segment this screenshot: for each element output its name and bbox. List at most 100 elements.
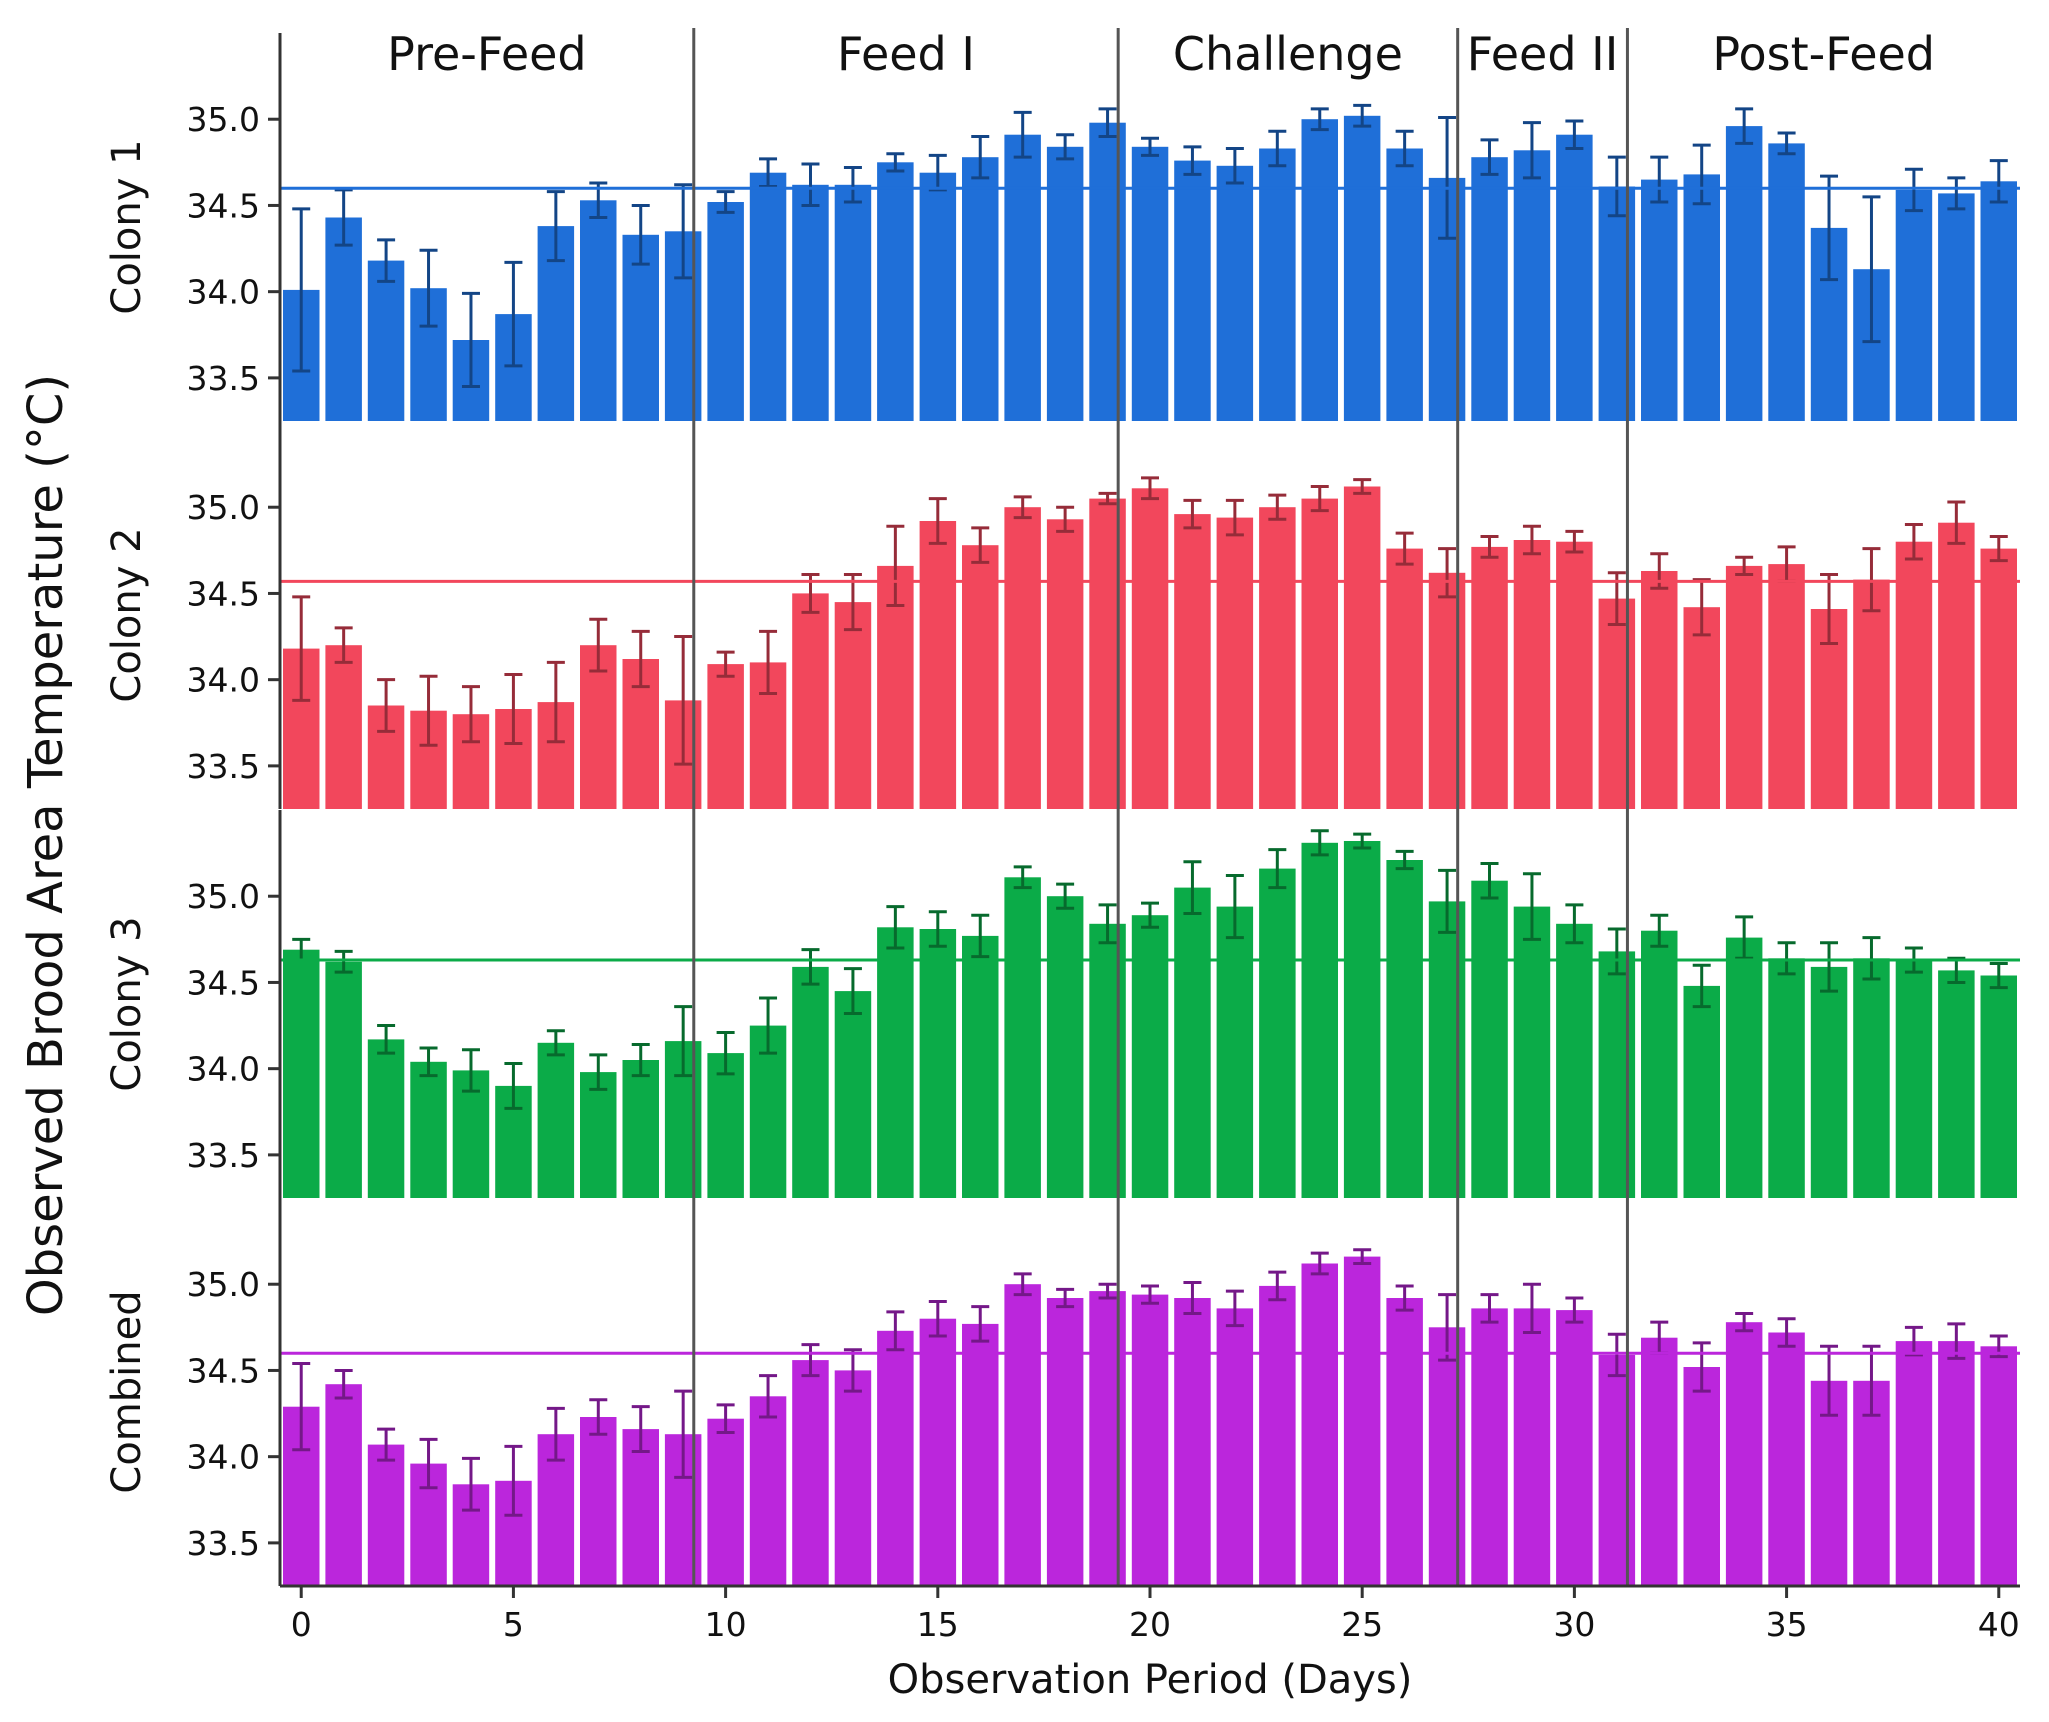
phase-label: Pre-Feed [387,27,586,81]
error-bar [1735,107,1754,145]
error-bar [1395,1284,1414,1312]
error-bar [1735,1312,1754,1333]
error-bar [1056,505,1075,533]
error-bar [1268,1270,1287,1302]
bar [325,645,362,809]
y-axis-title: Observed Brood Area Temperature (°C) [18,374,74,1316]
error-bar [1098,107,1117,138]
phase-dividers [692,28,1629,1586]
bar [1343,1256,1381,1586]
error-bar [589,617,608,673]
error-bar [546,1406,565,1462]
error-bar [1183,498,1202,530]
error-bar [1735,915,1754,960]
error-bar [377,1024,396,1055]
error-bar [334,626,353,664]
bar [1259,1285,1296,1586]
bar [1768,1332,1805,1586]
bar [1004,507,1041,809]
bar [1301,1263,1338,1586]
error-bar [759,1374,778,1419]
error-bar [334,188,353,247]
bar [1471,1308,1508,1586]
bar [1471,157,1508,421]
error-bar [674,1005,693,1078]
x-tick-label: 25 [1341,1605,1383,1644]
error-bar [1268,848,1287,890]
error-bar [1565,529,1584,554]
bar [1853,958,1890,1198]
bar [1598,598,1636,809]
error-bar [589,1053,608,1091]
error-bar [419,1437,438,1490]
error-bar [1820,174,1839,282]
error-bar [1522,121,1541,180]
bar [1259,148,1296,421]
error-bar [843,967,862,1015]
bar [1089,122,1126,421]
bar [834,1370,872,1586]
x-tick-label: 30 [1553,1605,1595,1644]
error-bar [843,166,862,204]
y-tick-label: 33.5 [187,359,260,398]
bar [1980,975,2017,1198]
x-tick-label: 0 [291,1605,312,1644]
bar [1980,181,2017,421]
error-bar [1141,901,1159,929]
bar [1046,146,1084,422]
error-bar [759,157,778,188]
error-bar [1268,493,1287,521]
error-bar [1650,155,1669,204]
error-bar [1777,941,1796,976]
error-bar [1607,1332,1626,1378]
error-bar [1947,176,1966,211]
y-tick-label: 35.0 [187,1265,260,1304]
error-bar [1862,1344,1881,1417]
bar [877,1330,914,1586]
y-tick-label: 34.0 [187,1438,260,1477]
error-bar [1183,860,1202,915]
x-axis: 0 5 10 15 20 25 30 35 40 [280,1584,2020,1644]
x-tick-label: 35 [1766,1605,1808,1644]
bar [1428,572,1466,809]
bar [1089,498,1126,809]
x-tick-label: 15 [917,1605,959,1644]
bar [792,966,829,1198]
x-tick-label: 20 [1129,1605,1171,1644]
bar [1938,193,1975,421]
error-bar [759,996,778,1055]
bar [1980,1346,2017,1586]
bar [622,234,659,421]
error-bar [1480,138,1499,176]
error-bar [1395,129,1414,168]
bar [1938,970,1975,1198]
bar [1131,146,1169,422]
bar [877,162,914,422]
error-bar [801,1343,820,1378]
error-bar [1013,110,1032,159]
error-bar [1692,963,1711,1009]
error-bar [419,674,438,747]
bar [1725,565,1763,809]
error-bar [546,660,565,744]
error-bar [1820,1344,1839,1417]
error-bar [1310,107,1329,132]
error-bar [1353,1248,1372,1266]
bar [1556,923,1593,1198]
error-bar [1820,941,1839,993]
panel-colony-2: 33.5 34.0 34.5 35.0 Colony 2 [104,421,2020,809]
bar [1513,150,1551,422]
y-tick-label: 33.5 [187,1524,260,1563]
error-bar [1862,547,1881,613]
error-bar [1777,131,1796,156]
error-bar [674,635,693,766]
y-tick-label: 34.5 [187,186,260,225]
bar [1089,923,1126,1198]
bar [325,1384,362,1586]
bar [1725,126,1763,421]
bar [1046,519,1084,809]
bar [962,157,999,421]
bar [1386,148,1423,421]
error-bar [419,248,438,328]
error-bar [1225,147,1244,185]
